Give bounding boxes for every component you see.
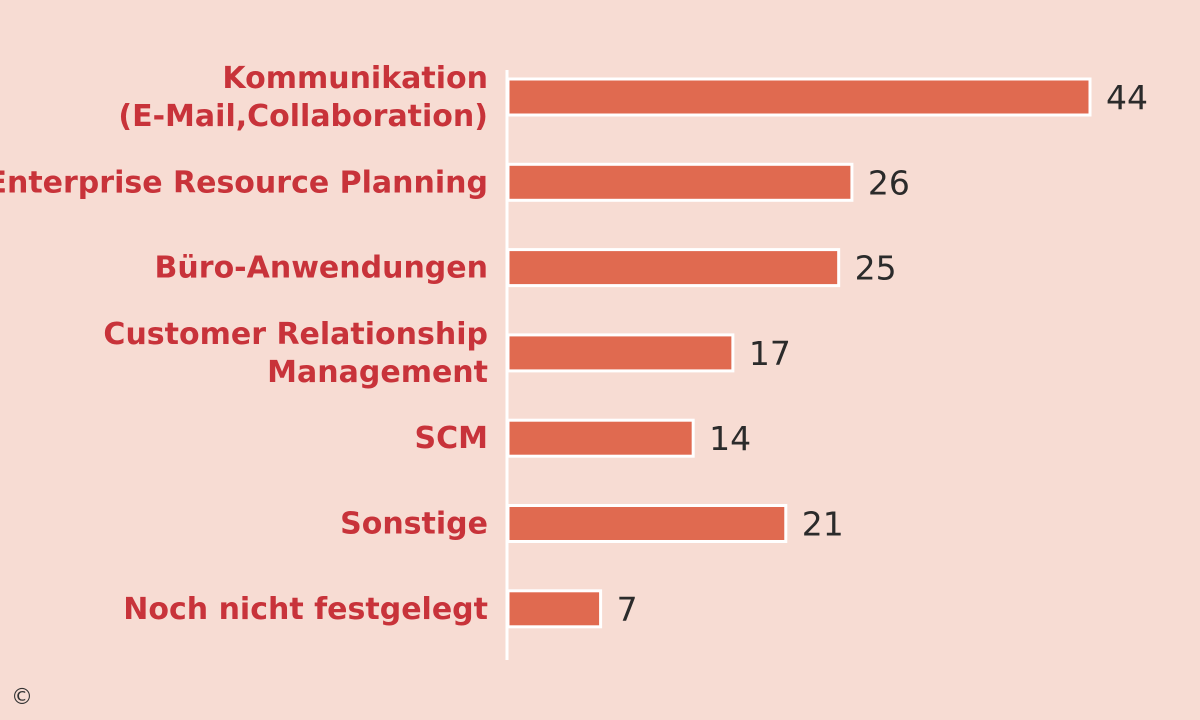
category-label-line: Management — [267, 355, 488, 390]
copyright-icon: © — [11, 685, 33, 710]
value-label-1: 26 — [868, 163, 910, 202]
bar-2 — [506, 248, 841, 288]
category-label-0: Kommunikation (E-Mail,Collaboration) — [118, 61, 488, 134]
bar-5 — [506, 504, 788, 543]
bar-group — [506, 77, 1092, 629]
value-label-0: 44 — [1106, 78, 1148, 117]
category-label-line: (E-Mail,Collaboration) — [118, 99, 488, 134]
category-label-line: SCM — [415, 421, 488, 456]
category-label-line: Büro-Anwendungen — [155, 251, 488, 286]
category-label-line: Kommunikation — [222, 61, 488, 96]
bar-4 — [506, 418, 695, 458]
value-label-5: 21 — [802, 505, 844, 544]
value-label-group: 44 26 25 17 14 21 7 — [617, 78, 1148, 629]
value-label-3: 17 — [749, 334, 791, 373]
category-label-group: Kommunikation (E-Mail,Collaboration) Enter… — [0, 61, 488, 627]
bar-1 — [506, 162, 854, 202]
category-label-line: Customer Relationship — [103, 317, 488, 352]
category-label-2: Büro-Anwendungen — [155, 251, 488, 286]
value-label-6: 7 — [617, 590, 638, 629]
category-label-line: Sonstige — [340, 507, 488, 542]
bar-6 — [506, 589, 603, 629]
value-label-4: 14 — [709, 419, 751, 458]
category-label-line: Enterprise Resource Planning — [0, 165, 488, 200]
value-label-2: 25 — [855, 249, 897, 288]
category-label-3: Customer Relationship Management — [103, 317, 488, 390]
category-label-4: SCM — [415, 421, 488, 456]
bar-0 — [506, 77, 1092, 117]
category-label-6: Noch nicht festgelegt — [123, 592, 488, 627]
category-label-1: Enterprise Resource Planning — [0, 165, 488, 200]
category-label-5: Sonstige — [340, 507, 488, 542]
bar-3 — [506, 333, 735, 373]
category-label-line: Noch nicht festgelegt — [123, 592, 488, 627]
